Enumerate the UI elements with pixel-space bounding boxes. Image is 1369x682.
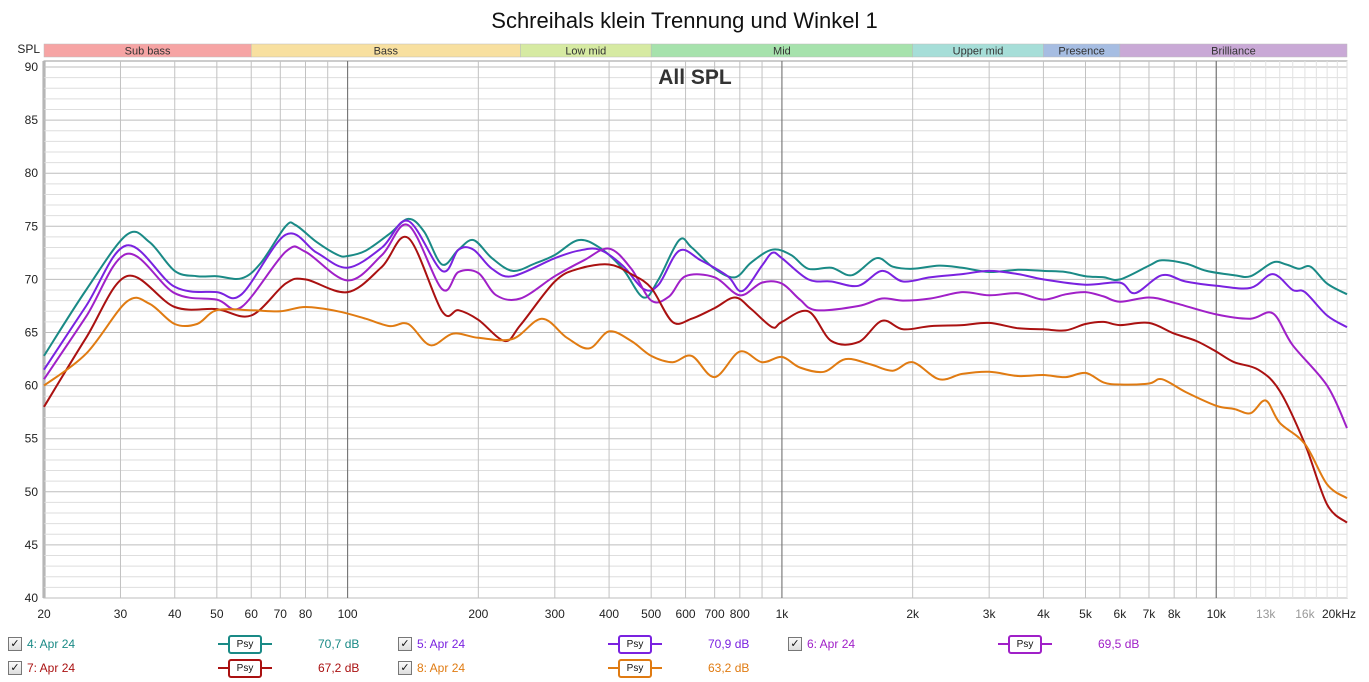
y-tick-label: 70: [25, 272, 39, 286]
y-tick-label: 60: [25, 379, 39, 393]
psy-smoothing-button[interactable]: Psy: [1008, 635, 1042, 654]
psy-smoothing-button[interactable]: Psy: [228, 659, 262, 678]
x-tick-label: 20kHz: [1322, 607, 1356, 621]
series-visibility-checkbox[interactable]: ✓: [8, 661, 22, 675]
plot-area: [43, 60, 1348, 599]
overlay-label: All SPL: [658, 66, 732, 89]
series-line-1: [43, 217, 1348, 357]
x-tick-label: 300: [545, 607, 565, 621]
series-visibility-checkbox[interactable]: ✓: [788, 637, 802, 651]
x-tick-label: 30: [114, 607, 128, 621]
chart-title: Schreihals klein Trennung und Winkel 1: [491, 8, 878, 33]
series-name: 5: Apr 24: [417, 637, 466, 651]
series-average-value: 70,9 dB: [708, 637, 750, 651]
x-tick-label: 2k: [906, 607, 920, 621]
psy-smoothing-button[interactable]: Psy: [618, 635, 652, 654]
series-visibility-checkbox[interactable]: ✓: [398, 637, 412, 651]
series-line-5: [43, 296, 1348, 500]
x-tick-label: 13k: [1256, 607, 1276, 621]
x-tick-label: 60: [245, 607, 259, 621]
band-label: Sub bass: [125, 46, 171, 58]
series-average-value: 70,7 dB: [318, 637, 360, 651]
x-tick-label: 16k: [1295, 607, 1315, 621]
x-tick-label: 500: [641, 607, 661, 621]
series-line-4: [43, 235, 1348, 524]
series-visibility-checkbox[interactable]: ✓: [398, 661, 412, 675]
x-tick-label: 70: [274, 607, 288, 621]
x-tick-label: 600: [676, 607, 696, 621]
psy-smoothing-button[interactable]: Psy: [618, 659, 652, 678]
series-name: 7: Apr 24: [27, 661, 76, 675]
x-tick-label: 40: [168, 607, 182, 621]
x-tick-label: 800: [730, 607, 750, 621]
band-brilliance: [1119, 43, 1348, 58]
band-label: Low mid: [565, 46, 606, 58]
x-tick-label: 80: [299, 607, 313, 621]
x-tick-label: 8k: [1168, 607, 1182, 621]
x-tick-label: 20: [37, 607, 51, 621]
y-tick-label: 85: [25, 113, 39, 127]
x-tick-label: 50: [210, 607, 224, 621]
y-tick-label: 45: [25, 538, 39, 552]
series-average-value: 69,5 dB: [1098, 637, 1140, 651]
band-label: Presence: [1058, 46, 1104, 58]
band-label: Upper mid: [953, 46, 1004, 58]
x-tick-label: 10k: [1207, 607, 1227, 621]
y-axis-label: SPL: [17, 42, 40, 56]
x-tick-label: 4k: [1037, 607, 1051, 621]
y-tick-label: 55: [25, 432, 39, 446]
series-name: 6: Apr 24: [807, 637, 856, 651]
y-tick-label: 50: [25, 485, 39, 499]
series-average-value: 63,2 dB: [708, 661, 750, 675]
series-name: 8: Apr 24: [417, 661, 466, 675]
series-line-3: [43, 223, 1348, 429]
band-label: Bass: [374, 46, 399, 58]
band-label: Brilliance: [1211, 46, 1256, 58]
psy-smoothing-button[interactable]: Psy: [228, 635, 262, 654]
x-tick-label: 5k: [1079, 607, 1093, 621]
series-line-2: [43, 219, 1348, 371]
y-tick-label: 75: [25, 219, 39, 233]
y-tick-label: 90: [25, 60, 39, 74]
x-tick-label: 6k: [1114, 607, 1128, 621]
series-name: 4: Apr 24: [27, 637, 76, 651]
y-tick-label: 40: [25, 591, 39, 605]
x-tick-label: 700: [705, 607, 725, 621]
y-tick-label: 80: [25, 166, 39, 180]
series-visibility-checkbox[interactable]: ✓: [8, 637, 22, 651]
x-tick-label: 200: [468, 607, 488, 621]
x-tick-label: 7k: [1143, 607, 1157, 621]
x-tick-label: 400: [599, 607, 619, 621]
x-tick-label: 3k: [983, 607, 997, 621]
x-tick-label: 1k: [776, 607, 790, 621]
x-tick-label: 100: [338, 607, 358, 621]
y-tick-label: 65: [25, 326, 39, 340]
series-average-value: 67,2 dB: [318, 661, 360, 675]
band-label: Mid: [773, 46, 791, 58]
